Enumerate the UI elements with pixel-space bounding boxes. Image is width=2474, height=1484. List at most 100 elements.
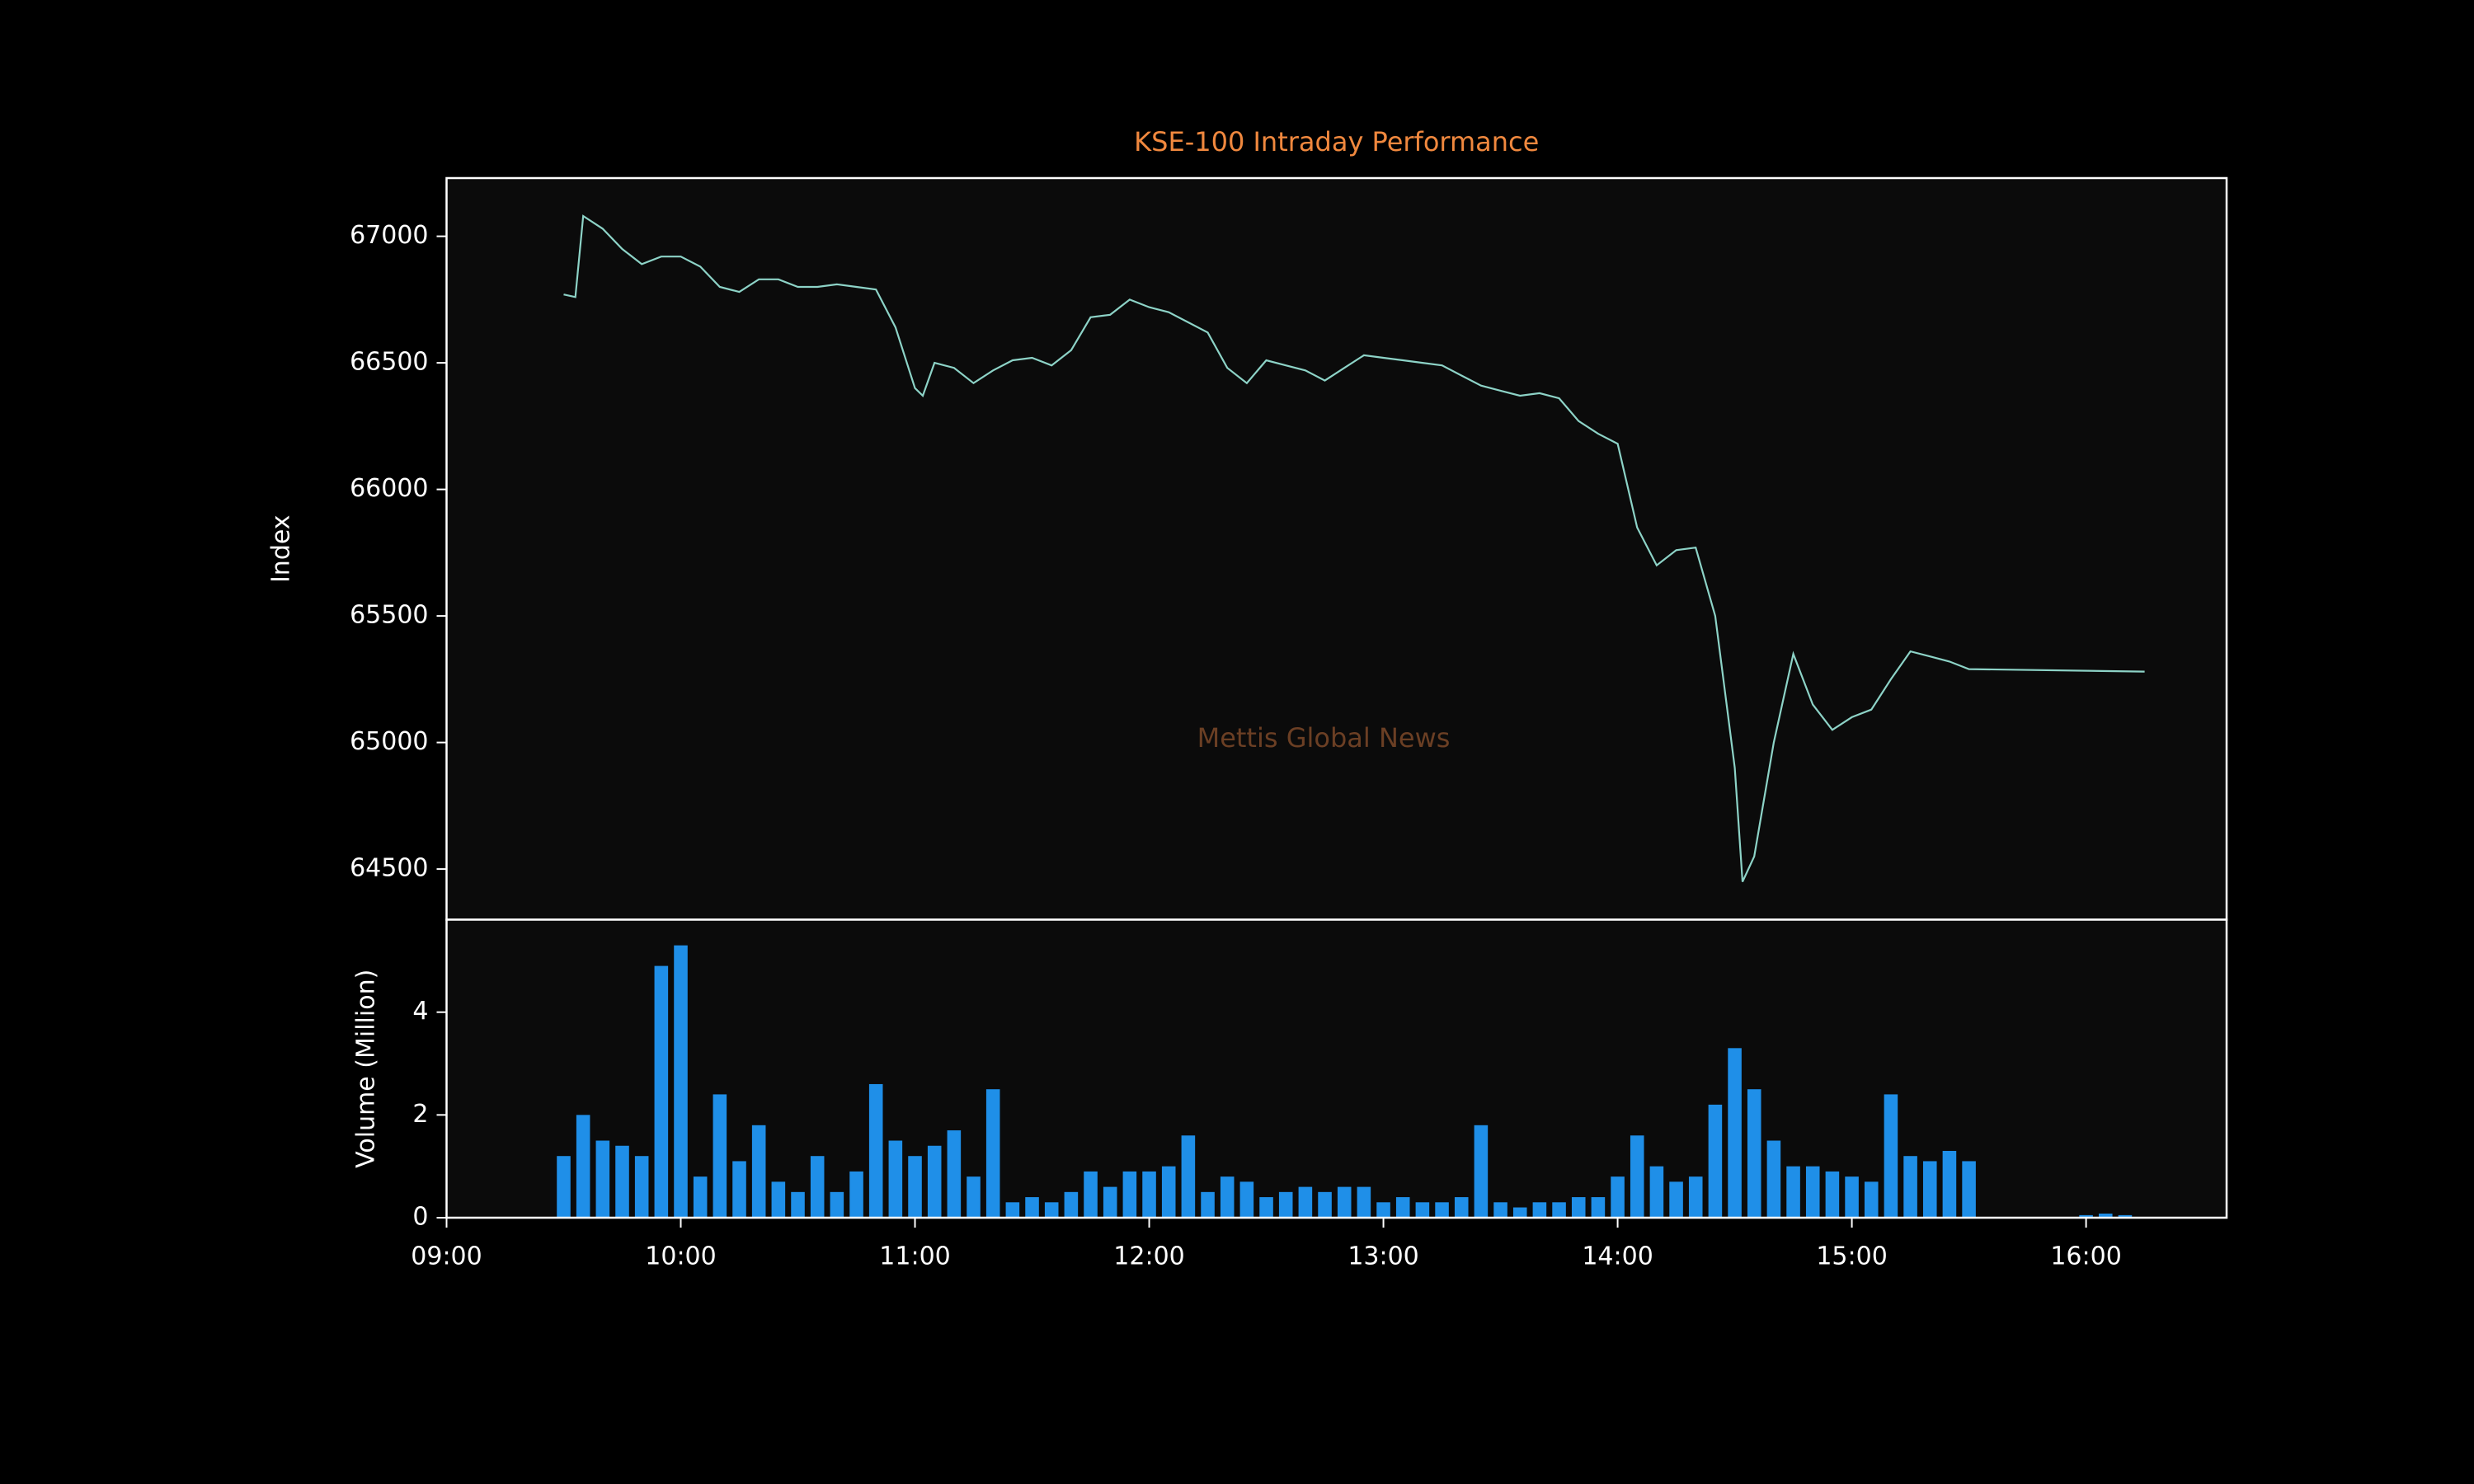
volume-bar — [2079, 1214, 2093, 1218]
x-tick-label: 16:00 — [2050, 1242, 2121, 1271]
volume-bar — [1161, 1166, 1176, 1218]
volume-bar — [1259, 1197, 1273, 1218]
volume-bar — [810, 1156, 825, 1218]
volume-bar — [1278, 1191, 1293, 1218]
volume-bar — [1318, 1191, 1332, 1218]
volume-bar — [751, 1125, 766, 1218]
volume-bar — [2118, 1214, 2133, 1218]
x-tick-label: 09:00 — [411, 1242, 482, 1271]
volume-bar — [1649, 1166, 1664, 1218]
volume-bar — [1747, 1089, 1761, 1218]
x-tick-label: 13:00 — [1348, 1242, 1418, 1271]
volume-bar — [1512, 1207, 1527, 1218]
volume-bar — [830, 1191, 844, 1218]
volume-bar — [1962, 1161, 1976, 1218]
volume-bar — [1884, 1094, 1898, 1218]
y-axis-label: Volume (Million) — [352, 970, 381, 1168]
volume-bar — [1688, 1176, 1703, 1218]
volume-bar — [1415, 1202, 1430, 1218]
volume-bar — [1454, 1197, 1469, 1218]
volume-bar — [868, 1083, 883, 1218]
volume-bar — [1571, 1197, 1586, 1218]
volume-bar — [634, 1156, 649, 1218]
y-tick-label: 64500 — [350, 854, 428, 883]
volume-bar — [1708, 1104, 1723, 1218]
y-tick-label: 67000 — [350, 221, 428, 250]
volume-bar — [1942, 1150, 1957, 1218]
volume-bar — [615, 1145, 629, 1218]
volume-bar — [1025, 1197, 1039, 1218]
x-tick-label: 11:00 — [879, 1242, 950, 1271]
volume-bar — [1435, 1202, 1449, 1218]
volume-bar — [576, 1115, 590, 1218]
volume-bar — [1142, 1171, 1156, 1218]
volume-bar — [1357, 1186, 1371, 1218]
volume-bar — [1532, 1202, 1547, 1218]
volume-bar — [713, 1094, 727, 1218]
volume-bar — [1766, 1140, 1781, 1218]
volume-bar — [1395, 1197, 1410, 1218]
y-tick-label: 66500 — [350, 348, 428, 377]
y-tick-label: 65500 — [350, 601, 428, 630]
volume-bar — [771, 1181, 786, 1218]
y-tick-label: 2 — [412, 1100, 428, 1129]
volume-bar — [1220, 1176, 1235, 1218]
volume-bar — [1005, 1202, 1020, 1218]
volume-bar — [1669, 1181, 1683, 1218]
volume-bar — [654, 965, 669, 1218]
volume-bar — [1239, 1181, 1254, 1218]
x-tick-label: 10:00 — [645, 1242, 716, 1271]
plot-area — [446, 178, 2227, 920]
volume-bar — [985, 1089, 1000, 1218]
volume-bar — [1122, 1171, 1137, 1218]
volume-bar — [1728, 1048, 1742, 1218]
volume-bar — [1044, 1202, 1059, 1218]
axes-frame — [445, 918, 2228, 1219]
volume-bar — [888, 1140, 903, 1218]
x-tick-label: 15:00 — [1816, 1242, 1887, 1271]
volume-bar — [1201, 1191, 1215, 1218]
volume-bar — [1552, 1202, 1566, 1218]
volume-bar — [1630, 1135, 1644, 1218]
volume-bar — [1864, 1181, 1879, 1218]
volume-bar — [849, 1171, 863, 1218]
volume-bar — [1337, 1186, 1352, 1218]
y-tick-label: 0 — [412, 1203, 428, 1232]
volume-bar — [693, 1176, 708, 1218]
volume-bar — [2098, 1214, 2113, 1218]
volume-bar — [1825, 1171, 1840, 1218]
volume-bar — [1376, 1202, 1390, 1218]
volume-bar — [1298, 1186, 1313, 1218]
volume-bar — [1591, 1197, 1606, 1218]
volume-bar — [595, 1140, 610, 1218]
y-tick-label: 66000 — [350, 474, 428, 503]
volume-bar — [1611, 1176, 1625, 1218]
chart-title: KSE-100 Intraday Performance — [1134, 126, 1539, 157]
volume-bar — [1103, 1186, 1117, 1218]
y-tick-label: 4 — [412, 997, 428, 1026]
volume-bar — [1493, 1202, 1507, 1218]
volume-bar — [1805, 1166, 1820, 1218]
x-tick-label: 12:00 — [1113, 1242, 1184, 1271]
volume-bar — [967, 1176, 981, 1218]
volume-bar — [791, 1191, 805, 1218]
index-line — [563, 214, 2145, 882]
x-tick-label: 14:00 — [1582, 1242, 1653, 1271]
volume-bar — [1084, 1171, 1098, 1218]
volume-bar — [947, 1130, 962, 1218]
volume-bar — [557, 1156, 571, 1218]
volume-bar — [1064, 1191, 1079, 1218]
y-axis-label: Index — [267, 514, 296, 583]
volume-bar — [1922, 1161, 1937, 1218]
volume-bar — [908, 1156, 922, 1218]
volume-bar — [1786, 1166, 1800, 1218]
volume-bar — [674, 945, 688, 1218]
watermark: Mettis Global News — [1197, 722, 1451, 754]
y-tick-label: 65000 — [350, 727, 428, 756]
volume-bar — [1903, 1156, 1917, 1218]
volume-bar — [927, 1145, 942, 1218]
volume-bar — [1474, 1125, 1489, 1218]
volume-bar — [1845, 1176, 1859, 1218]
volume-bar — [732, 1161, 746, 1218]
